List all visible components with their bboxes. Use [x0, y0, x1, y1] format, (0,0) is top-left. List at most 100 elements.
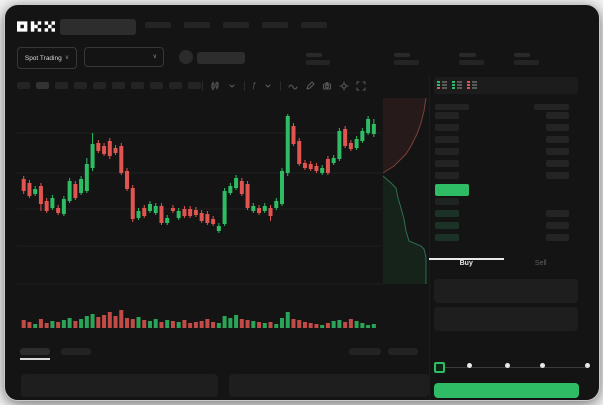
nav-item[interactable]	[223, 22, 249, 28]
ticker-stat	[459, 53, 484, 65]
chevron-down-icon[interactable]	[263, 81, 273, 91]
price-chart[interactable]	[5, 5, 599, 400]
timeframe-button[interactable]	[188, 82, 201, 89]
orderbook-view-both-icon[interactable]	[437, 80, 448, 91]
indicators-icon[interactable]: ƒ	[252, 80, 257, 90]
bottom-tab-active[interactable]	[20, 348, 50, 355]
timeframe-button[interactable]	[93, 82, 106, 89]
divider	[280, 80, 282, 91]
ask-price-placeholder	[435, 172, 459, 179]
orderbook-bid-row[interactable]	[435, 222, 569, 234]
orderbook-ask-row[interactable]	[435, 172, 569, 184]
timeframe-button[interactable]	[169, 82, 182, 89]
nav-item[interactable]	[262, 22, 288, 28]
line-tool-icon[interactable]	[288, 81, 299, 91]
divider	[202, 80, 203, 91]
ticker-stat	[306, 53, 330, 65]
orderbook-view-asks-icon[interactable]	[467, 80, 478, 91]
orderbook-view-switcher	[434, 77, 578, 94]
ask-amount-placeholder	[546, 148, 569, 155]
orderbook-bid-row[interactable]	[435, 234, 569, 246]
orderbook-view-bids-icon[interactable]	[452, 80, 463, 91]
slider-dot[interactable]	[539, 363, 545, 368]
amount-input[interactable]	[434, 307, 578, 331]
amount-slider-track[interactable]	[438, 367, 588, 368]
orderbook-ask-row[interactable]	[435, 136, 569, 148]
slider-dot[interactable]	[466, 363, 472, 368]
price-column-header	[435, 104, 469, 110]
bid-amount-placeholder	[546, 210, 569, 217]
spot-trading-dropdown[interactable]: Spot Trading ∨	[17, 47, 77, 69]
price-input[interactable]	[434, 279, 578, 303]
depth-chart	[382, 97, 427, 284]
candle-type-icon[interactable]	[210, 80, 220, 91]
orderbook-ask-row[interactable]	[435, 160, 569, 172]
last-price-bar[interactable]	[435, 184, 469, 196]
amount-column-header	[534, 104, 569, 110]
orders-panel-right	[229, 374, 429, 397]
stat-value-placeholder	[459, 60, 484, 65]
chevron-down-icon: ∨	[64, 55, 70, 61]
orderbook-ask-row[interactable]	[435, 124, 569, 136]
timeframe-button[interactable]	[74, 82, 87, 89]
bid-price-placeholder	[435, 210, 459, 217]
bottom-tab[interactable]	[61, 348, 91, 355]
chevron-down-icon[interactable]	[227, 81, 237, 91]
ask-amount-placeholder	[546, 124, 569, 131]
fullscreen-icon[interactable]	[356, 80, 367, 91]
slider-dot[interactable]	[584, 363, 590, 368]
timeframe-buttons	[17, 82, 201, 89]
coin-avatar	[179, 50, 193, 64]
bid-price-placeholder	[435, 198, 459, 205]
timeframe-button[interactable]	[112, 82, 125, 89]
bottom-action[interactable]	[349, 348, 381, 355]
bid-amount-placeholder	[546, 222, 569, 229]
timeframe-button[interactable]	[36, 82, 49, 89]
gridlines	[17, 132, 382, 285]
pair-selector-dropdown[interactable]: ∨	[84, 47, 164, 67]
okx-logo[interactable]	[17, 21, 55, 32]
orderbook-bid-row[interactable]	[435, 210, 569, 222]
nav-item[interactable]	[145, 22, 171, 28]
slider-handle[interactable]	[434, 362, 445, 373]
tab-buy[interactable]: Buy	[429, 257, 504, 267]
settings-gear-icon[interactable]	[339, 80, 350, 91]
stat-label-placeholder	[394, 53, 410, 57]
timeframe-button[interactable]	[131, 82, 144, 89]
bid-price-placeholder	[435, 234, 459, 241]
camera-icon[interactable]	[322, 81, 332, 91]
timeframe-button[interactable]	[17, 82, 30, 89]
nav-item[interactable]	[301, 22, 327, 28]
ask-amount-placeholder	[546, 160, 569, 167]
volume-layer	[21, 310, 376, 328]
sell-label: Sell	[534, 259, 547, 267]
orderbook-ask-row[interactable]	[435, 148, 569, 160]
divider	[244, 80, 245, 91]
ask-amount-placeholder	[546, 136, 569, 143]
tab-sell[interactable]: Sell	[504, 258, 579, 267]
bottom-action[interactable]	[388, 348, 418, 355]
nav-item[interactable]	[184, 22, 210, 28]
panel-divider	[429, 75, 430, 400]
draw-tool-icon[interactable]	[305, 80, 316, 91]
pair-name-placeholder[interactable]	[197, 52, 245, 64]
app-window: Spot Trading ∨ ∨ ƒ	[4, 4, 600, 401]
ticker-stat	[394, 53, 419, 65]
chevron-down-icon: ∨	[152, 54, 157, 60]
top-nav	[145, 22, 327, 28]
ask-amount-placeholder	[546, 112, 569, 119]
stat-value-placeholder	[394, 60, 419, 65]
order-tabs: Buy Sell	[429, 251, 578, 273]
slider-dot[interactable]	[504, 363, 510, 368]
search-input[interactable]	[60, 19, 136, 35]
stat-label-placeholder	[459, 53, 476, 57]
orderbook-ask-row[interactable]	[435, 112, 569, 124]
ask-price-placeholder	[435, 136, 459, 143]
buy-submit-button[interactable]	[434, 383, 579, 398]
orderbook-bid-row[interactable]	[435, 198, 569, 210]
timeframe-button[interactable]	[55, 82, 68, 89]
timeframe-button[interactable]	[150, 82, 163, 89]
stat-value-placeholder	[514, 60, 539, 65]
ask-price-placeholder	[435, 112, 459, 119]
orderbook-asks	[435, 112, 569, 184]
